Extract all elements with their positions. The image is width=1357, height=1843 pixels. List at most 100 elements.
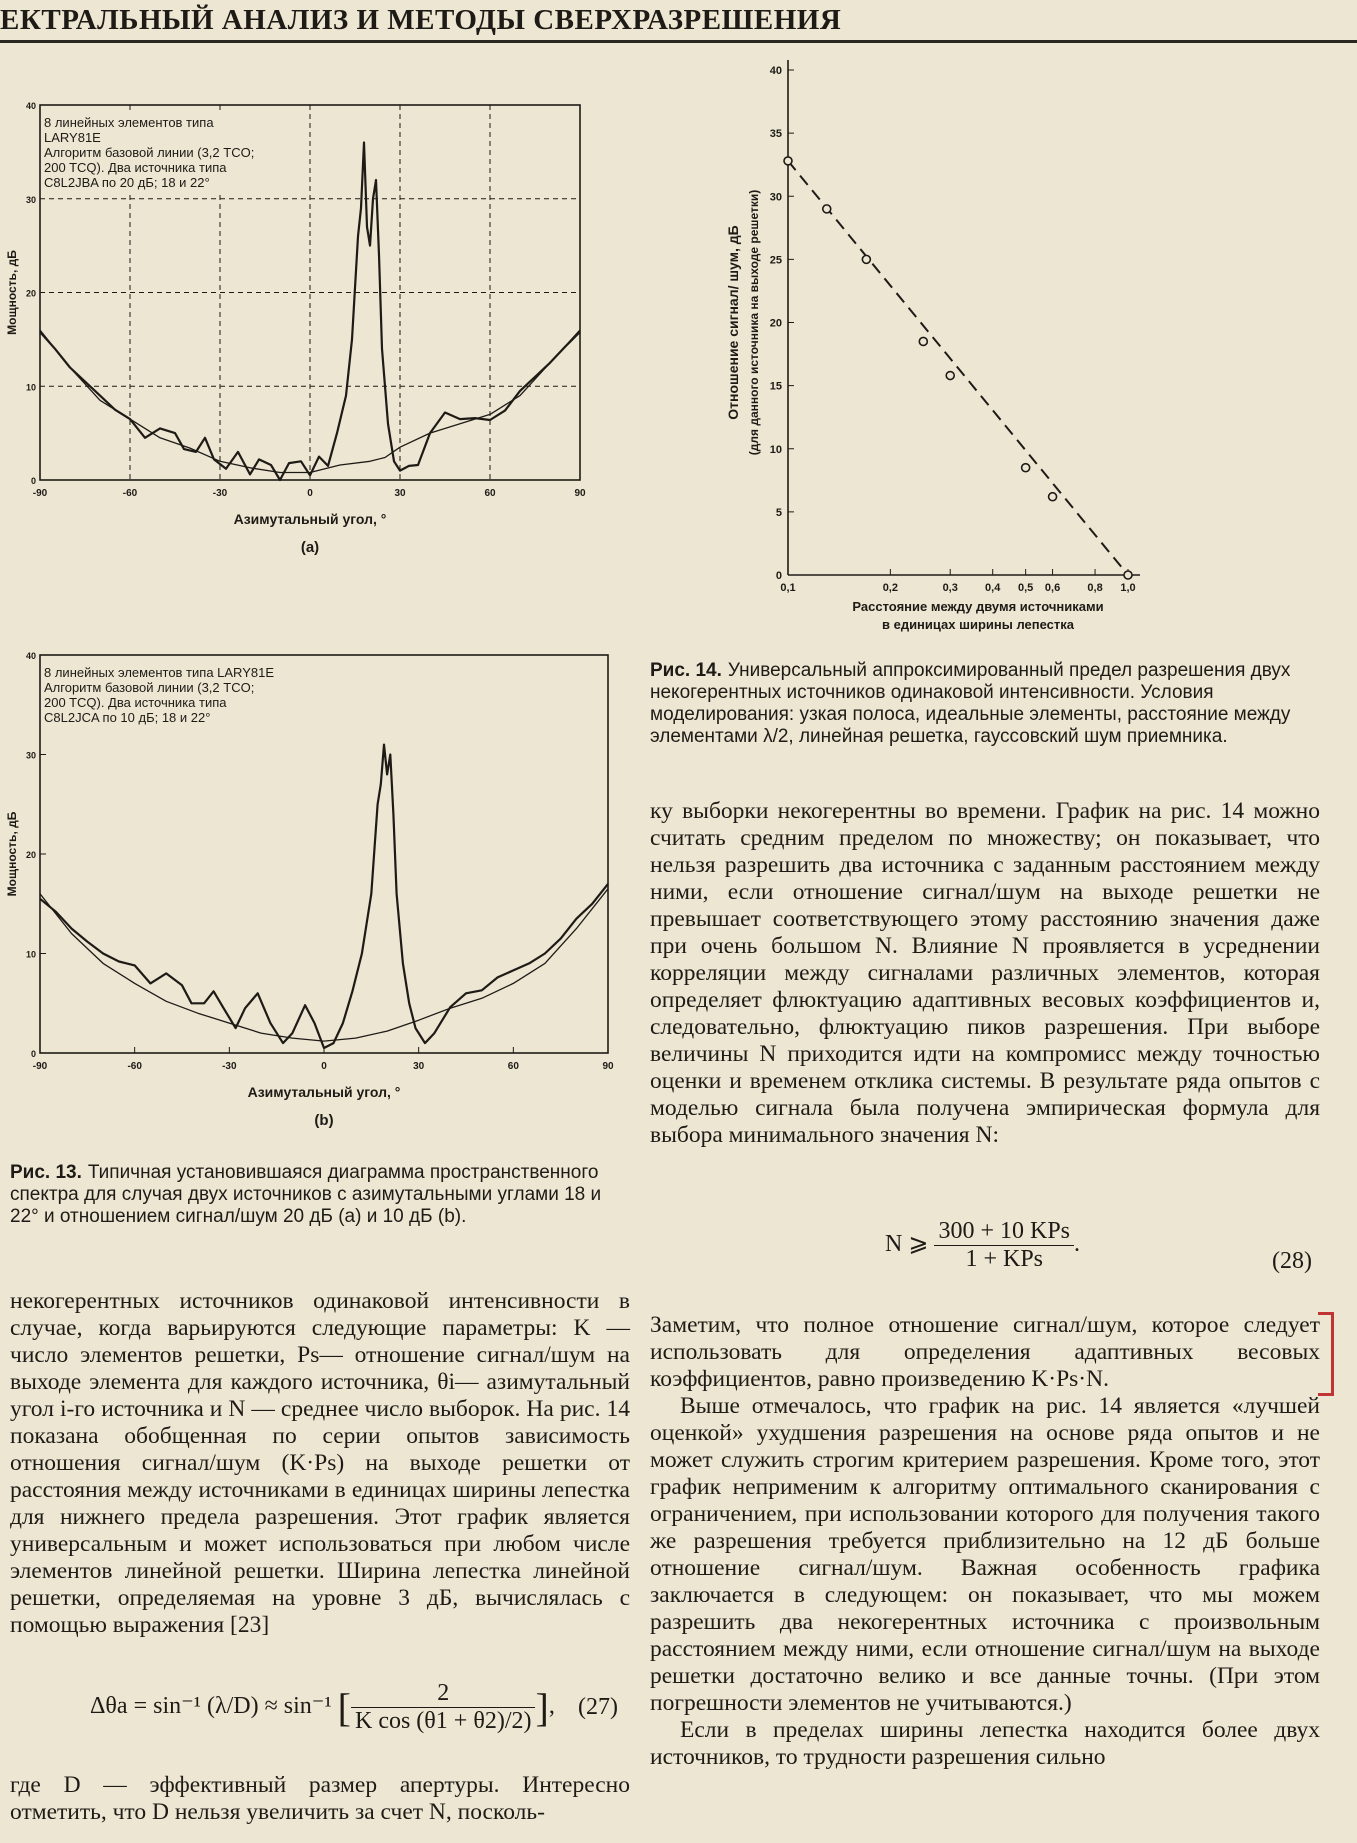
- y-axis-label: Мощность, дБ: [5, 250, 19, 335]
- data-point: [945, 370, 956, 381]
- y-tick-label: 10: [26, 382, 36, 392]
- y-tick-label: 25: [770, 254, 782, 266]
- data-point: [1020, 462, 1031, 473]
- caption-fig13-text: Типичная установившаяся диаграмма простр…: [10, 1162, 602, 1227]
- chart-fig14: 0 5 10 15 20 25 30 35 40 0,1 0,2 0,3 0,4 0,5 0,6 0,8 1,0…: [725, 60, 1140, 632]
- caption-fig14: Рис. 14. Универсальный аппроксимированный…: [650, 660, 1320, 748]
- series-smooth-curve: [39, 329, 581, 474]
- running-header: ЕКТРАЛЬНЫЙ АНАЛИЗ И МЕТОДЫ СВЕРХРАЗРЕШЕН…: [0, 4, 842, 36]
- x-tick-label: 90: [602, 1061, 614, 1072]
- caption-fig14-label: Рис. 14.: [650, 660, 722, 681]
- caption-fig13-label: Рис. 13.: [10, 1162, 82, 1183]
- annotation-line: 8 линейных элементов типа LARY81E: [44, 665, 274, 680]
- series-spectrum-curve: [39, 141, 581, 482]
- x-tick-label: -90: [33, 1061, 48, 1072]
- caption-fig14-text: Универсальный аппроксимированный предел …: [650, 660, 1291, 747]
- data-point: [1123, 570, 1133, 580]
- y-tick-label: 10: [26, 950, 36, 960]
- x-tick-label: 30: [413, 1061, 425, 1072]
- x-tick-label: -30: [213, 488, 228, 499]
- equation-28-number: (28): [1272, 1248, 1312, 1274]
- paragraph-right-1: ку выборки некогерентны во времени. Граф…: [650, 798, 1320, 1148]
- x-tick-label: 0,6: [1045, 582, 1060, 594]
- y-tick-label: 5: [776, 507, 782, 519]
- x-tick-label: 0: [307, 488, 313, 499]
- eq28-tail: .: [1074, 1231, 1081, 1258]
- data-point: [918, 336, 929, 347]
- y-tick-label: 20: [26, 850, 36, 860]
- x-tick-label: -90: [33, 488, 48, 499]
- annotation-line: 200 TCQ). Два источника типа: [44, 695, 227, 710]
- caption-fig13: Рис. 13. Типичная установившаяся диаграмм…: [10, 1162, 630, 1228]
- body-right: ку выборки некогерентны во времени. Граф…: [650, 798, 1320, 1149]
- y-tick-label: 10: [770, 444, 782, 456]
- y-tick-label: 20: [770, 318, 782, 330]
- y-tick-label: 30: [770, 191, 782, 203]
- paragraph-right-2: Заметим, что полное отношение сигнал/шум…: [650, 1312, 1320, 1392]
- eq27-denominator: K cos (θ1 + θ2)/2): [354, 1708, 532, 1734]
- body-right-2: Заметим, что полное отношение сигнал/шум…: [650, 1312, 1320, 1771]
- paragraph-right-4: Если в пределах ширины лепестка находитс…: [650, 1717, 1320, 1770]
- fit-line-dashed: [787, 160, 1129, 576]
- panel-label: (b): [314, 1112, 333, 1129]
- paragraph-left-2: где D — эффективный размер апертуры. Инт…: [10, 1772, 630, 1825]
- y-tick-label: 30: [26, 195, 36, 205]
- x-axis-label: Азимутальный угол, °: [248, 1084, 401, 1100]
- x-tick-label: 60: [484, 488, 496, 499]
- panel-label: (a): [301, 539, 319, 556]
- y-axis-label: Мощность, дБ: [5, 811, 19, 896]
- data-point: [783, 156, 793, 166]
- annotation-line: C8L2JBA по 20 дБ; 18 и 22°: [44, 175, 210, 190]
- eq28-numerator: 300 + 10 KPs: [934, 1218, 1075, 1246]
- paragraph-left-1: некогерентных источников одинаковой инте…: [10, 1288, 630, 1638]
- annotation-line: LARY81E: [44, 130, 101, 145]
- y-axis-label-2: (для данного источника на выходе решетки…: [747, 190, 761, 455]
- x-tick-label: -60: [123, 488, 138, 499]
- y-tick-label: 15: [770, 381, 782, 393]
- y-tick-label: 40: [26, 651, 36, 661]
- y-tick-label: 30: [26, 751, 36, 761]
- eq28-lhs: N ⩾: [885, 1231, 929, 1258]
- y-tick-label: 20: [26, 289, 36, 299]
- body-left-end: где D — эффективный размер апертуры. Инт…: [10, 1772, 630, 1826]
- annotation-line: Алгоритм базовой линии (3,2 TCO;: [44, 145, 254, 160]
- x-tick-label: 0,2: [883, 582, 898, 594]
- x-axis-label-line1: Расстояние между двумя источниками: [852, 599, 1103, 614]
- x-tick-label: 0,3: [943, 582, 958, 594]
- y-tick-label: 0: [31, 476, 36, 486]
- x-tick-label: -60: [127, 1061, 142, 1072]
- series-smooth-curve: [39, 888, 609, 1042]
- y-tick-label: 40: [770, 65, 782, 77]
- chart-fig13b: -90 -60 -30 0 30 60 90 0 10 20 30 40 Азимутальный уг…: [5, 651, 614, 1129]
- header-rule: [0, 40, 1357, 43]
- margin-bracket-top: [1318, 1312, 1332, 1315]
- annotation-line: C8L2JCA по 10 дБ; 18 и 22°: [44, 710, 210, 725]
- annotation-line: Алгоритм базовой линии (3,2 TCO;: [44, 680, 254, 695]
- x-tick-label: 0,5: [1018, 582, 1033, 594]
- x-axis-label-line2: в единицах ширины лепестка: [882, 617, 1075, 632]
- x-tick-label: 30: [394, 488, 406, 499]
- x-tick-label: 0,4: [985, 582, 1001, 594]
- eq27-numerator: 2: [350, 1680, 536, 1708]
- x-tick-label: 0,8: [1087, 582, 1102, 594]
- annotation-line: 8 линейных элементов типа: [44, 115, 214, 130]
- x-tick-label: 0: [321, 1061, 327, 1072]
- eq27-lhs: Δθa = sin⁻¹ (λ/D) ≈ sin⁻¹: [90, 1693, 332, 1720]
- margin-bracket-bottom: [1318, 1393, 1332, 1396]
- margin-bracket: [1331, 1312, 1334, 1396]
- x-tick-label: 60: [508, 1061, 520, 1072]
- series-spectrum-curve: [39, 743, 609, 1050]
- y-tick-label: 0: [776, 570, 782, 582]
- y-axis-label: Отношение сигнал/ шум, дБ: [725, 225, 741, 419]
- equation-27: Δθa = sin⁻¹ (λ/D) ≈ sin⁻¹ [2 K cos (θ1 + …: [90, 1680, 555, 1734]
- annotation-background: [41, 661, 309, 729]
- data-point: [821, 204, 832, 214]
- eq28-denominator: 1 + KPs: [965, 1246, 1044, 1272]
- data-point: [861, 254, 872, 265]
- annotation-background: [41, 111, 309, 194]
- y-tick-label: 35: [770, 128, 782, 140]
- equation-28: N ⩾ 300 + 10 KPs 1 + KPs.: [885, 1218, 1080, 1273]
- paragraph-right-3: Выше отмечалось, что график на рис. 14 я…: [650, 1393, 1320, 1716]
- chart-fig13a: -90 -60 -30 0 30 60 90 0 10 20 30 40 Азимутальный уг…: [5, 101, 586, 556]
- x-tick-label: -30: [222, 1061, 237, 1072]
